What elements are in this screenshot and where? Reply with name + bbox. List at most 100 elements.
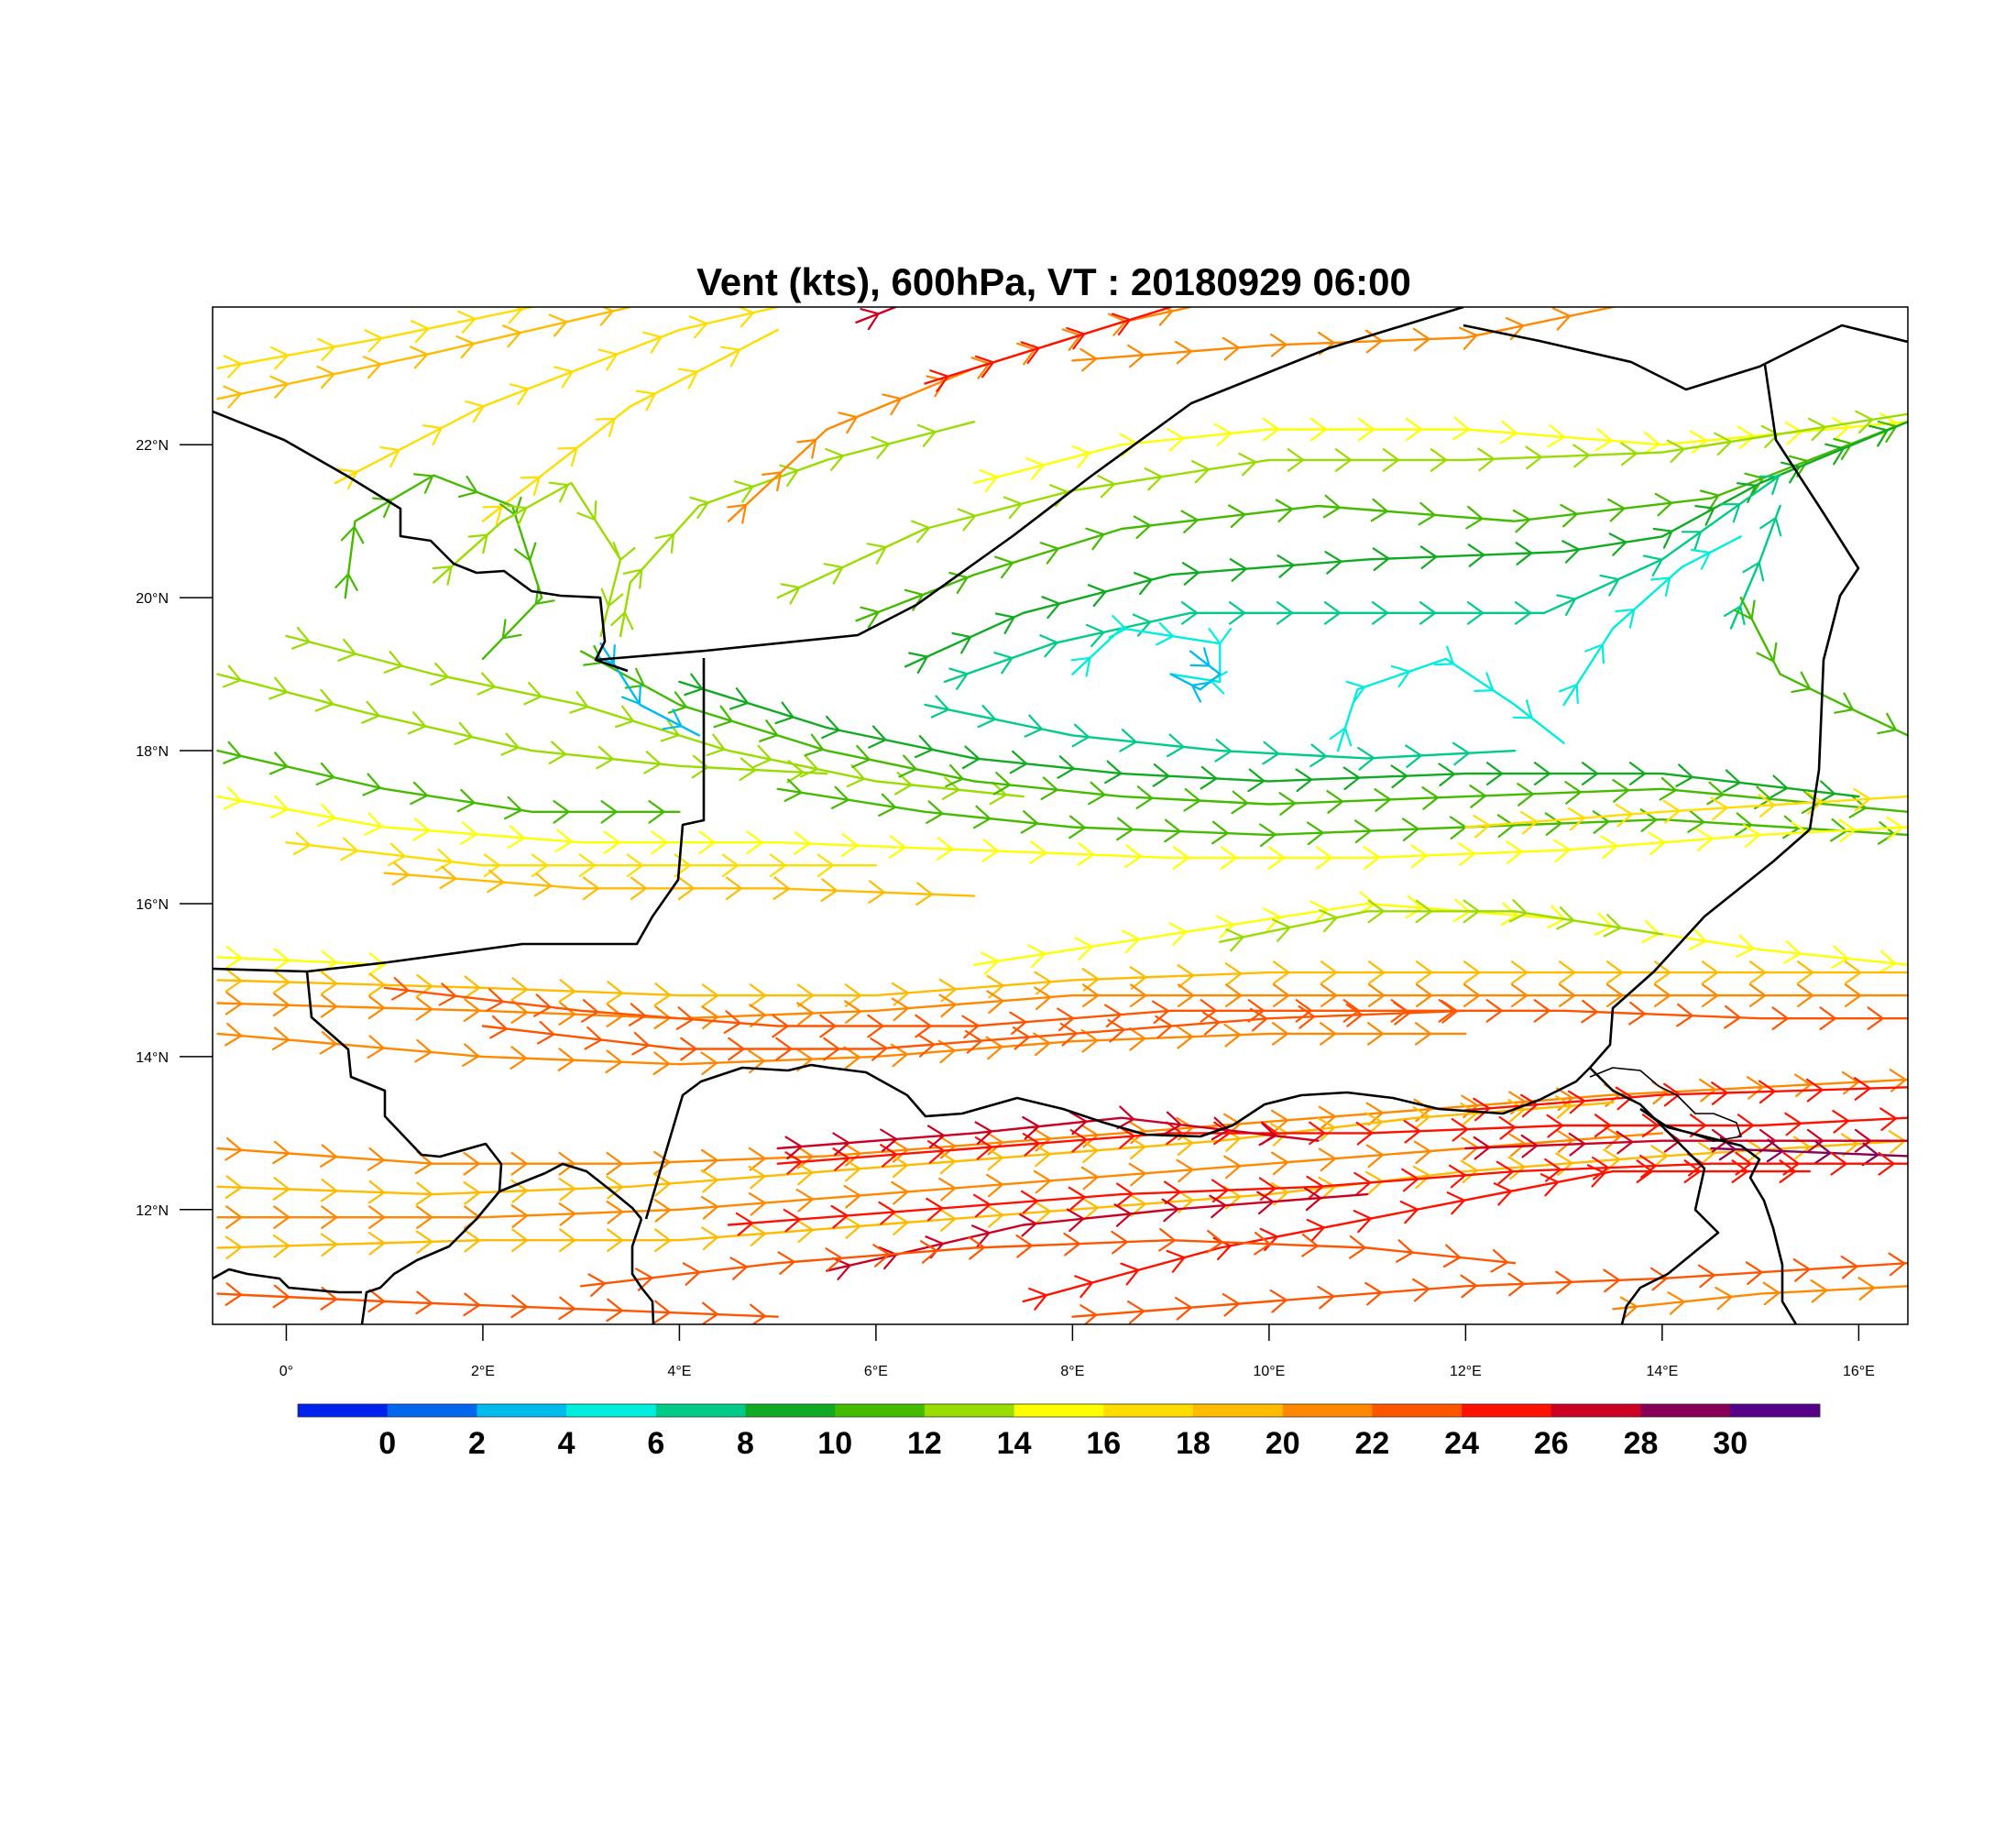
streamline-arrow: [1667, 1291, 1686, 1315]
streamline-arrow: [830, 1204, 849, 1229]
streamline-arrow: [643, 751, 663, 774]
streamline-arrow: [729, 687, 750, 710]
streamline-arrow: [1783, 940, 1802, 964]
streamline-arrow: [1318, 1147, 1337, 1172]
streamline-arrow: [1419, 601, 1438, 625]
streamline-arrow: [1663, 1082, 1682, 1107]
streamline-arrow: [1068, 1186, 1087, 1211]
streamline-arrow: [1806, 1078, 1824, 1103]
colorbar-swatch: [1103, 1404, 1194, 1417]
streamline-arrow: [1412, 1165, 1431, 1190]
streamline-arrow: [410, 781, 429, 806]
streamline-arrow: [1022, 1133, 1041, 1157]
streamline-arrow: [225, 1235, 244, 1260]
streamline-arrow: [1152, 763, 1171, 787]
streamline-arrow: [606, 1175, 624, 1200]
streamline-arrow: [606, 1004, 624, 1027]
streamline-arrow: [1258, 1122, 1277, 1147]
streamline-arrow: [1473, 814, 1492, 839]
streamline-arrow: [1410, 844, 1429, 868]
streamline-arrow: [500, 732, 520, 756]
streamline-arrow: [462, 1043, 481, 1067]
y-axis-labels: 12°N 14°N 16°N 18°N 20°N 22°N: [136, 438, 169, 1219]
streamline-arrow: [867, 1014, 885, 1038]
x-tick-label: 2°E: [471, 1364, 495, 1379]
colorbar-labels: 0 2 4 6 8 10 12 14 16 18 20 22 24 26 28 30: [378, 1426, 1748, 1461]
streamline-arrow: [1262, 741, 1281, 765]
streamline-arrow: [846, 763, 866, 788]
streamline-arrow: [1813, 1140, 1833, 1165]
streamline-arrow: [1247, 999, 1265, 1023]
streamline-arrow: [1178, 983, 1196, 1007]
streamline: [1710, 1147, 1908, 1158]
streamline-arrow: [1648, 831, 1667, 856]
streamline-arrow: [795, 1219, 815, 1243]
streamline-arrow: [510, 1294, 529, 1319]
streamline-arrow: [651, 830, 669, 855]
streamline-arrow: [642, 331, 663, 354]
border-algeria-niger: [595, 307, 1464, 662]
streamline-arrow: [1737, 425, 1756, 450]
streamline-arrow: [368, 1205, 387, 1229]
streamline-arrow: [1452, 741, 1471, 766]
streamline-arrow: [1066, 326, 1087, 350]
streamline: [344, 474, 543, 661]
streamline-arrow: [1158, 307, 1175, 326]
streamline-arrow: [1213, 423, 1233, 447]
streamline-arrow: [1744, 472, 1765, 495]
streamline-arrow: [936, 837, 955, 861]
colorbar-swatch: [1640, 1404, 1731, 1417]
streamline-arrow: [795, 1145, 815, 1169]
streamline-arrow: [1734, 599, 1756, 620]
border-nigeria-cameroon: [1589, 1067, 1720, 1324]
y-tick-label: 18°N: [136, 744, 169, 760]
streamline-arrow: [1572, 444, 1591, 468]
streamline-arrow: [1659, 776, 1678, 801]
streamline-arrow: [891, 997, 910, 1022]
country-borders: [213, 307, 1908, 1324]
streamline-arrow: [1222, 336, 1241, 361]
streamline-arrow: [463, 998, 482, 1023]
streamline-arrow: [1584, 642, 1605, 664]
streamline-arrow: [1390, 664, 1411, 688]
streamline-arrow: [775, 1037, 794, 1061]
streamline: [1612, 1285, 1908, 1311]
streamline-arrow: [1200, 765, 1219, 790]
streamline-arrow: [1211, 1116, 1231, 1141]
streamline-arrow: [1697, 1264, 1716, 1289]
streamline-arrow: [509, 1046, 529, 1070]
streamline-arrow: [1419, 545, 1439, 569]
x-axis-labels: 0° 2°E 4°E 6°E 8°E 10°E 12°E 14°E 16°E: [279, 1364, 1875, 1379]
streamline-arrow: [1262, 417, 1280, 442]
streamline-arrow: [772, 876, 791, 900]
streamline-arrow: [559, 1228, 577, 1253]
streamline-arrow: [1069, 1111, 1089, 1136]
streamline-arrow: [340, 837, 359, 862]
streamline-arrow: [1662, 799, 1682, 824]
border-burkina-niger: [499, 1162, 642, 1220]
streamline-arrow: [1845, 960, 1863, 984]
streamline-arrow: [915, 882, 934, 906]
streamline-arrow: [1213, 1121, 1232, 1146]
colorbar-label: 0: [378, 1426, 396, 1461]
streamline-arrow: [1082, 983, 1101, 1007]
streamline-arrow: [1301, 1234, 1320, 1257]
streamline-arrow: [1446, 1191, 1466, 1215]
streamline-arrow: [1559, 960, 1577, 984]
streamline-arrow: [1742, 561, 1765, 582]
streamline-arrow: [1759, 1080, 1777, 1104]
streamline-arrow: [843, 1143, 862, 1167]
colorbar-label: 22: [1354, 1426, 1389, 1461]
streamline-arrow: [981, 951, 1000, 975]
streamline-arrow: [796, 438, 817, 459]
streamline: [481, 328, 779, 522]
streamline-arrow: [735, 1212, 754, 1236]
streamline-arrow: [1515, 542, 1534, 565]
streamline-arrow: [1544, 812, 1563, 836]
streamline-arrow: [1641, 1114, 1660, 1137]
streamline: [216, 1132, 1664, 1219]
streamline-arrow: [1024, 714, 1044, 738]
streamline-arrow: [315, 762, 335, 785]
streamline-arrow: [1650, 1145, 1670, 1169]
streamline: [433, 481, 622, 638]
